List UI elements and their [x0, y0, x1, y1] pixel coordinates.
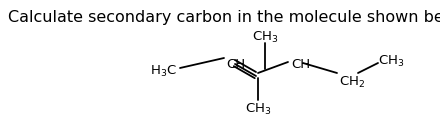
Text: CH$_3$: CH$_3$	[245, 102, 271, 117]
Text: CH$_3$: CH$_3$	[252, 30, 278, 45]
Text: CH$_2$: CH$_2$	[339, 75, 365, 90]
Text: CH: CH	[226, 58, 245, 72]
Text: CH: CH	[291, 58, 310, 72]
Text: H$_3$C: H$_3$C	[150, 63, 177, 79]
Text: Calculate secondary carbon in the molecule shown below:: Calculate secondary carbon in the molecu…	[8, 10, 440, 25]
Text: CH$_3$: CH$_3$	[378, 54, 404, 69]
